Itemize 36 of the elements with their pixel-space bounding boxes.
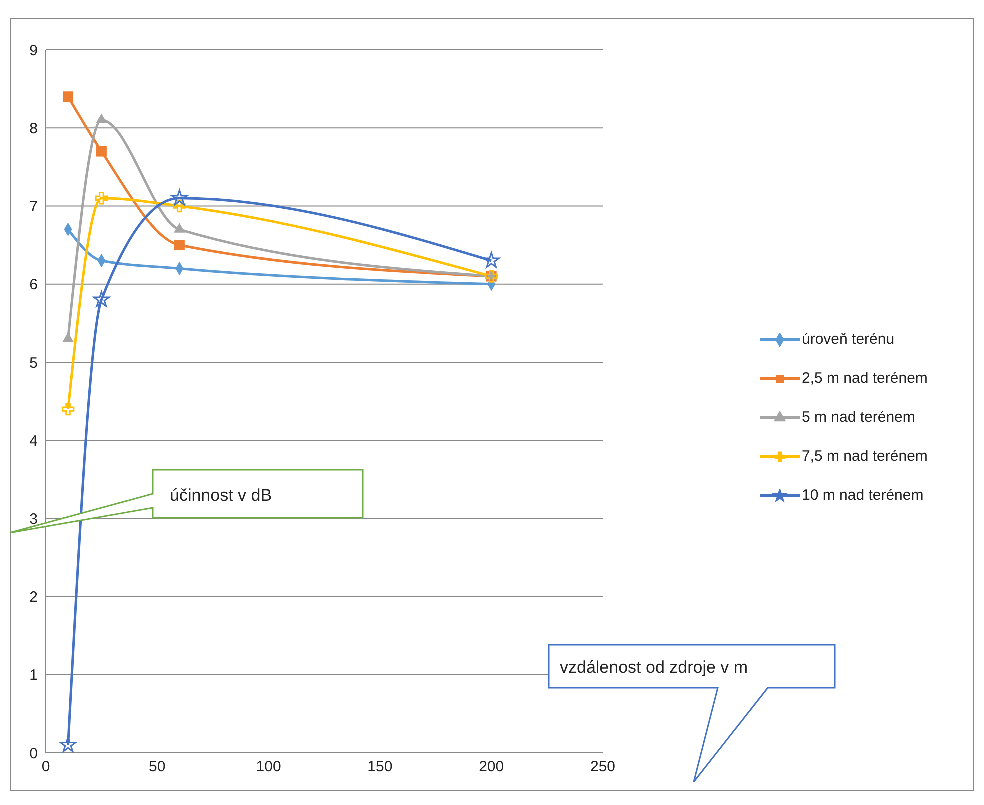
y-tick-label: 7 (30, 198, 38, 216)
x-tick-label: 150 (368, 758, 393, 776)
point (62, 332, 74, 342)
x-tick-label: 250 (590, 758, 616, 776)
x-tick-label: 100 (256, 758, 282, 776)
x-tick-label: 200 (479, 758, 504, 776)
legend-label: 10 m nad terénem (802, 487, 924, 504)
y-tick-label: 3 (30, 510, 38, 528)
y-tick-label: 1 (30, 667, 38, 684)
point (96, 146, 107, 157)
point (174, 240, 185, 251)
point (96, 114, 108, 124)
point (483, 252, 500, 268)
y-tick-label: 5 (30, 354, 38, 372)
legend-label: 2,5 m nad terénem (802, 370, 928, 387)
x-tick-label: 0 (42, 758, 50, 776)
y-tick-label: 9 (30, 42, 38, 60)
x-tick-label: 50 (149, 758, 166, 776)
point (174, 223, 186, 233)
point (93, 291, 110, 308)
y-tick-label: 6 (30, 276, 38, 294)
y-tick-label: 2 (30, 589, 38, 606)
point (60, 736, 77, 752)
y-axis-title: účinnost v dB (170, 486, 272, 505)
point (171, 190, 188, 206)
y-tick-label: 8 (30, 120, 38, 138)
legend-label: 7,5 m nad terénem (802, 448, 928, 465)
point (95, 192, 108, 205)
point (63, 92, 74, 102)
legend-label: 5 m nad terénem (802, 409, 916, 426)
point (62, 402, 75, 416)
point (173, 200, 186, 213)
y-tick-label: 0 (30, 745, 38, 762)
legend-label: úroveň terénu (802, 331, 895, 348)
y-tick-label: 4 (30, 432, 38, 450)
x-axis-title: vzdálenost od zdroje v m (560, 658, 748, 677)
